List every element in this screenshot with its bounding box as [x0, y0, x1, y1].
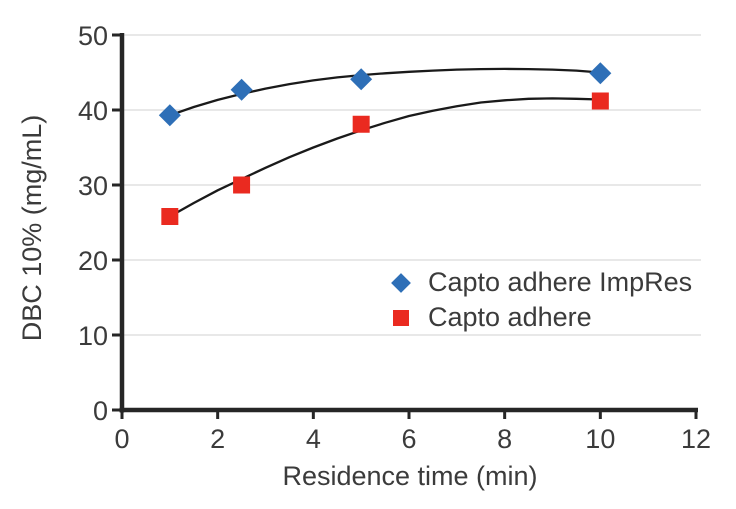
y-tick-label-50: 50: [78, 21, 108, 51]
data-point-impres-2.5: [230, 78, 253, 101]
data-point-capto-adhere-10: [591, 92, 609, 110]
y-tick-label-40: 40: [78, 96, 108, 126]
x-axis-title: Residence time (min): [282, 461, 538, 491]
diamond-marker-icon: [391, 272, 411, 293]
x-tick-label-8: 8: [497, 424, 512, 454]
y-tick-label-30: 30: [78, 171, 108, 201]
legend-item-impres: Capto adhere ImpRes: [388, 265, 692, 300]
x-tick-label-4: 4: [306, 424, 321, 454]
y-axis-title: DBC 10% (mg/mL): [17, 114, 48, 342]
data-point-capto-adhere-5: [352, 115, 370, 133]
square-marker-icon: [393, 309, 409, 326]
y-tick-label-0: 0: [93, 396, 108, 426]
data-point-capto-adhere-2.5: [233, 176, 251, 194]
x-tick-label-2: 2: [210, 424, 225, 454]
legend: Capto adhere ImpRes Capto adhere: [388, 265, 692, 335]
y-tick-label-20: 20: [78, 246, 108, 276]
data-point-impres-1: [158, 104, 181, 127]
x-tick-label-10: 10: [585, 424, 615, 454]
x-tick-label-12: 12: [681, 424, 711, 454]
legend-marker-box: [388, 305, 414, 331]
legend-item-capto-adhere: Capto adhere: [388, 300, 692, 335]
x-tick-label-6: 6: [401, 424, 416, 454]
y-tick-label-10: 10: [78, 321, 108, 351]
trendline-capto-adhere: [168, 97, 602, 218]
data-point-impres-5: [350, 68, 373, 91]
x-tick-label-0: 0: [114, 424, 129, 454]
legend-label-capto-adhere: Capto adhere: [428, 302, 592, 332]
legend-marker-box: [388, 270, 414, 296]
data-point-capto-adhere-1: [161, 208, 179, 225]
legend-label-impres: Capto adhere ImpRes: [428, 267, 693, 297]
data-point-impres-10: [589, 62, 612, 85]
